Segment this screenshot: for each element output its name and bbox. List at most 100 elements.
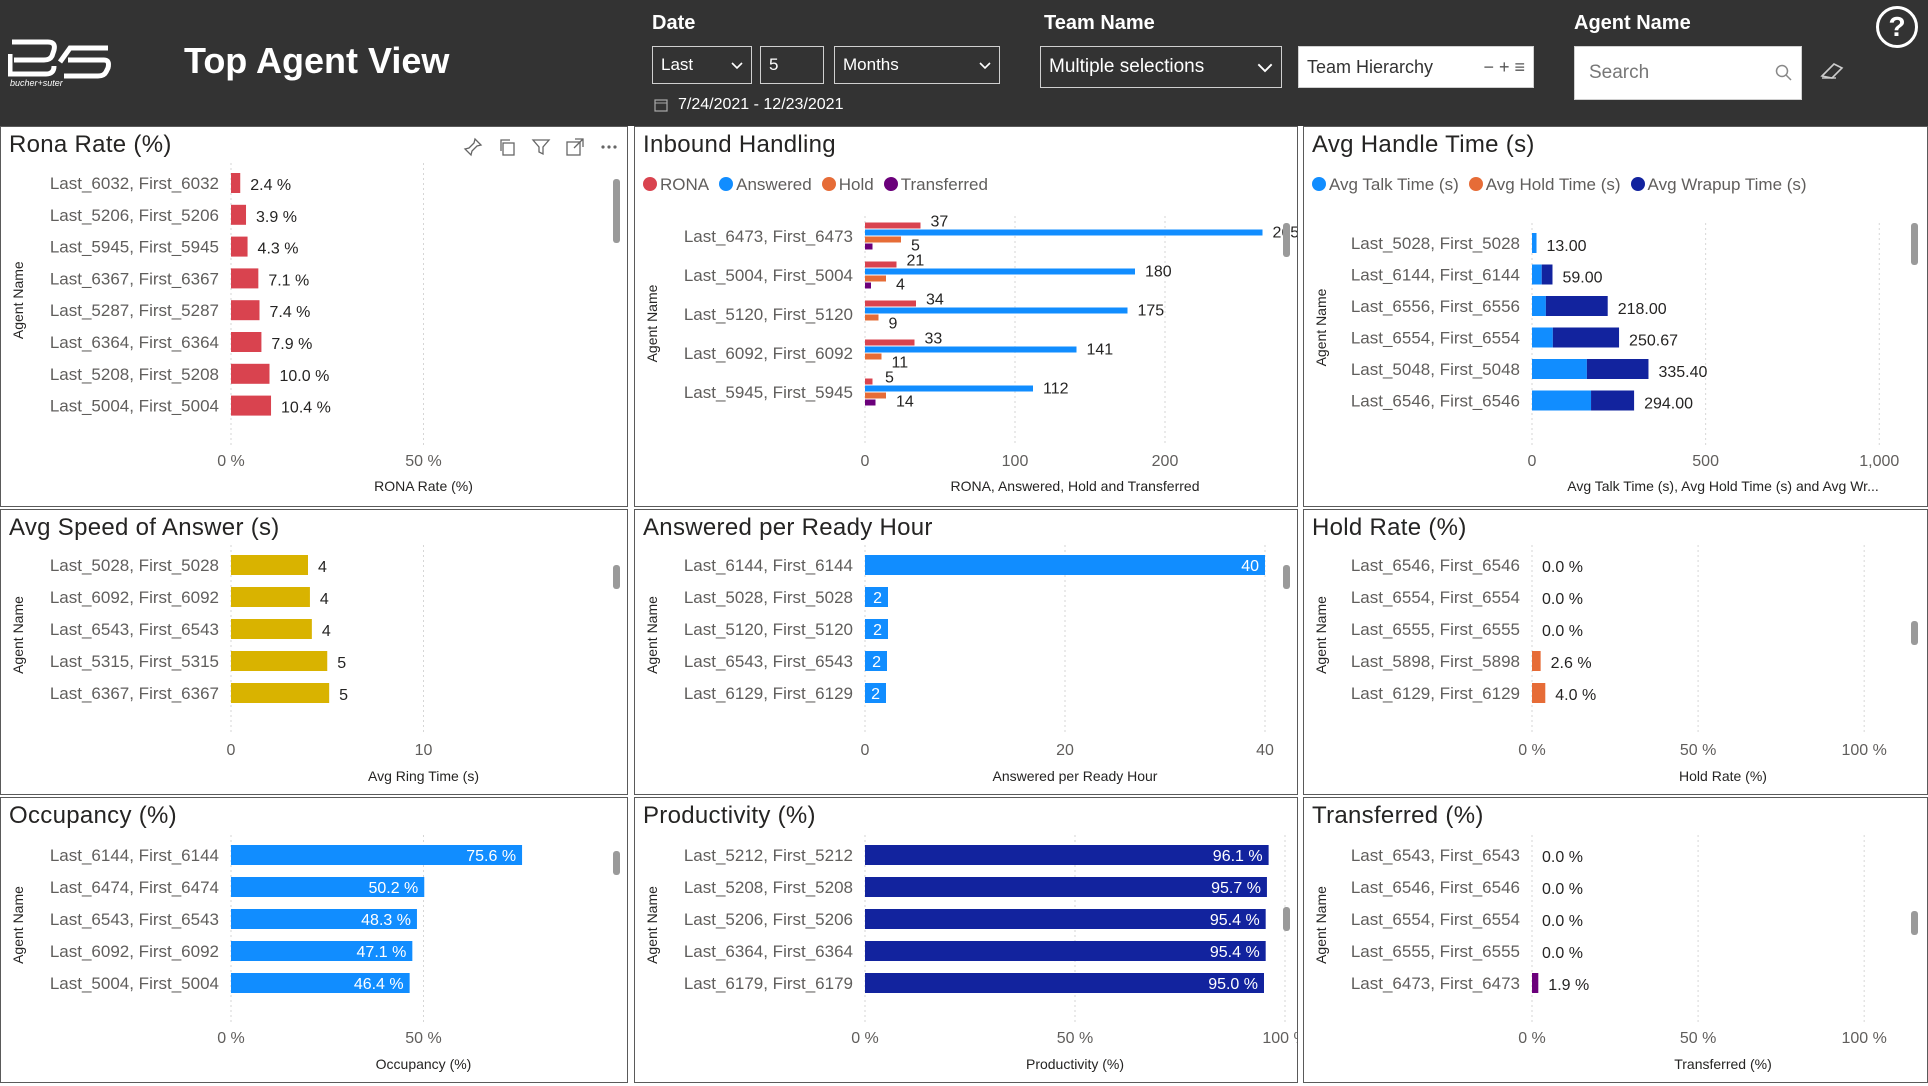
team-name-select[interactable]: Multiple selections (1040, 46, 1282, 88)
data-bar-segment[interactable] (1532, 390, 1592, 411)
period-unit-select[interactable]: Months (834, 46, 1000, 84)
legend-item[interactable]: Transferred (883, 175, 988, 195)
hierarchy-expand-controls[interactable]: − + ≡ (1483, 56, 1525, 77)
data-bar-segment[interactable] (1532, 327, 1553, 348)
data-bar[interactable] (865, 275, 886, 282)
data-bar[interactable] (231, 619, 312, 639)
data-bar[interactable] (231, 236, 248, 257)
scrollbar[interactable] (1911, 621, 1918, 645)
data-bar[interactable] (865, 619, 888, 639)
data-bar[interactable] (865, 346, 1077, 353)
data-bar[interactable] (865, 909, 1266, 929)
rona-rate-visual[interactable]: Rona Rate (%) 0 % 50 % RONA Rate (%) Agent N… (0, 126, 628, 507)
data-bar[interactable] (231, 845, 523, 865)
data-bar[interactable] (865, 222, 921, 229)
data-bar[interactable] (865, 941, 1266, 961)
data-bar[interactable] (865, 683, 886, 703)
scrollbar[interactable] (1283, 223, 1290, 257)
transferred-visual[interactable]: Transferred (%) 0 % 50 % 100 % Transferred (… (1303, 797, 1928, 1083)
data-bar-segment[interactable] (1541, 264, 1553, 285)
data-bar[interactable] (865, 282, 871, 289)
scrollbar[interactable] (1283, 907, 1290, 931)
data-bar[interactable] (865, 399, 876, 406)
data-bar[interactable] (865, 300, 916, 307)
data-bar[interactable] (231, 332, 262, 352)
data-bar-segment[interactable] (1532, 233, 1537, 253)
data-bar[interactable] (231, 268, 259, 289)
data-bar[interactable] (865, 378, 873, 385)
data-bar-segment[interactable] (1586, 359, 1649, 379)
data-bar-segment[interactable] (1545, 296, 1608, 316)
period-select[interactable]: Last (652, 46, 752, 84)
data-bar[interactable] (865, 651, 887, 671)
inbound-handling-visual[interactable]: Inbound Handling RONA Answered Hold Transfer… (634, 126, 1298, 507)
data-bar[interactable] (231, 587, 310, 607)
scrollbar[interactable] (1283, 565, 1290, 589)
scrollbar[interactable] (613, 179, 620, 243)
agent-search-input[interactable]: Search (1574, 46, 1802, 100)
scrollbar[interactable] (613, 851, 620, 875)
more-options-icon[interactable] (599, 137, 619, 157)
data-bar[interactable] (231, 363, 270, 384)
data-bar[interactable] (231, 973, 410, 993)
scrollbar[interactable] (613, 565, 620, 589)
data-bar[interactable] (865, 385, 1033, 392)
data-bar[interactable] (231, 941, 413, 961)
scrollbar[interactable] (1911, 223, 1918, 265)
data-bar[interactable] (865, 555, 1265, 575)
data-bar[interactable] (865, 261, 897, 268)
legend-item[interactable]: Answered (719, 175, 812, 195)
answered-per-ready-hour-visual[interactable]: Answered per Ready Hour 0 20 40 Answered per… (634, 509, 1298, 795)
data-bar[interactable] (865, 229, 1263, 236)
data-bar[interactable] (865, 587, 888, 607)
data-bar[interactable] (231, 204, 247, 225)
data-bar[interactable] (865, 353, 882, 360)
data-bar[interactable] (865, 243, 873, 250)
data-bar[interactable] (231, 173, 241, 193)
data-bar[interactable] (865, 268, 1135, 275)
legend-item[interactable]: Avg Hold Time (s) (1468, 175, 1621, 195)
avg-handle-time-visual[interactable]: Avg Handle Time (s) Avg Talk Time (s) Avg … (1303, 126, 1928, 507)
data-bar[interactable] (231, 683, 330, 703)
data-bar-segment[interactable] (1552, 327, 1620, 348)
pin-icon[interactable] (463, 137, 483, 157)
team-hierarchy-slicer[interactable]: Team Hierarchy − + ≡ (1298, 46, 1534, 88)
data-bar[interactable] (1532, 683, 1546, 703)
data-bar[interactable] (865, 339, 915, 346)
data-bar[interactable] (865, 307, 1128, 314)
data-bar[interactable] (865, 877, 1267, 897)
data-bar[interactable] (865, 314, 879, 321)
data-bar-segment[interactable] (1532, 359, 1587, 379)
data-bar[interactable] (1532, 651, 1541, 671)
data-bar[interactable] (231, 909, 417, 929)
legend-item[interactable]: Avg Talk Time (s) (1312, 175, 1459, 195)
data-bar[interactable] (865, 973, 1264, 993)
help-icon[interactable]: ? (1876, 6, 1918, 48)
occupancy-visual[interactable]: Occupancy (%) 0 % 50 % Occupancy (%) Agent N… (0, 797, 628, 1083)
data-bar[interactable] (865, 392, 886, 399)
data-bar[interactable] (231, 395, 272, 416)
data-label: 0.0 % (1542, 913, 1583, 930)
legend-item[interactable]: Avg Wrapup Time (s) (1630, 175, 1807, 195)
legend-item[interactable]: Hold (821, 175, 874, 195)
period-count-input[interactable]: 5 (760, 46, 824, 84)
legend-item[interactable]: RONA (643, 175, 709, 195)
focus-mode-icon[interactable] (565, 137, 585, 157)
data-bar-segment[interactable] (1591, 390, 1635, 411)
data-bar-segment[interactable] (1532, 296, 1546, 316)
data-bar[interactable] (231, 300, 260, 321)
clear-selections-icon[interactable] (1820, 62, 1844, 80)
filter-icon[interactable] (531, 137, 551, 157)
scrollbar[interactable] (1911, 911, 1918, 935)
data-bar[interactable] (231, 651, 328, 671)
hold-rate-visual[interactable]: Hold Rate (%) 0 % 50 % 100 % Hold Rate (%) Ag… (1303, 509, 1928, 795)
copy-icon[interactable] (497, 137, 517, 157)
data-bar-segment[interactable] (1532, 264, 1542, 285)
data-bar[interactable] (865, 236, 901, 243)
data-bar[interactable] (231, 877, 425, 897)
avg-speed-of-answer-visual[interactable]: Avg Speed of Answer (s) 0 10 Avg Ring Time … (0, 509, 628, 795)
data-bar[interactable] (865, 845, 1269, 865)
productivity-visual[interactable]: Productivity (%) 0 % 50 % 100 % Productivity… (634, 797, 1298, 1083)
data-bar[interactable] (231, 555, 308, 575)
data-bar[interactable] (1532, 973, 1539, 993)
